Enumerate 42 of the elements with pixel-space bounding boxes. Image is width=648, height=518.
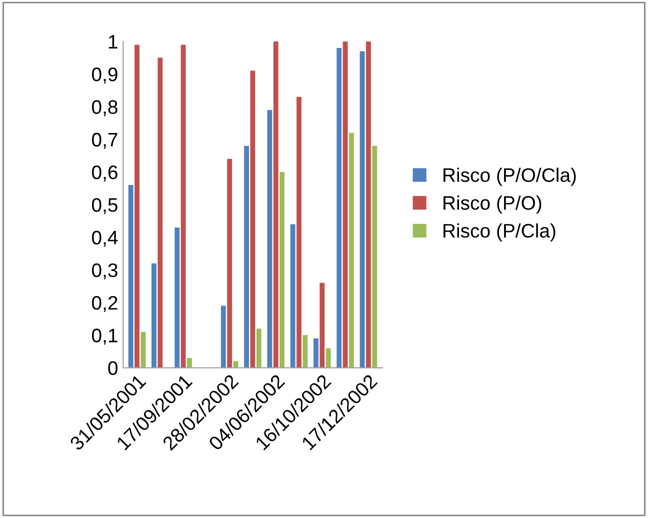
bar: [227, 158, 232, 368]
bar: [186, 358, 192, 368]
text: 0,6: [92, 165, 118, 182]
legend-label: Risco (P/Cla): [444, 223, 556, 242]
bar: [140, 332, 146, 368]
text: 0,2: [92, 296, 118, 312]
bar: [366, 41, 371, 368]
bar: [250, 70, 256, 368]
y-tick-label: 1: [108, 35, 118, 48]
bar: [326, 348, 331, 368]
text: 0,3: [92, 263, 118, 280]
text: 0,7: [92, 132, 118, 149]
bar: [128, 185, 134, 368]
bar: [267, 110, 272, 368]
bar: [348, 132, 354, 368]
bar: [296, 96, 302, 368]
bar: [273, 41, 278, 368]
legend-label: Risco (P/O/Cla): [444, 168, 576, 186]
bar: [314, 338, 318, 368]
bar: [152, 263, 156, 368]
bar: [290, 224, 296, 368]
bar: [134, 44, 140, 368]
y-tick-label: 0: [108, 361, 118, 376]
bar: [180, 44, 186, 368]
text: 0,1: [92, 328, 118, 345]
bar: [342, 41, 348, 368]
bar: [372, 146, 378, 368]
bar: [336, 48, 342, 368]
bar: [256, 328, 262, 368]
bar: [280, 172, 285, 368]
bar: [174, 227, 180, 368]
text: 0,4: [92, 230, 118, 247]
text: 0,8: [92, 100, 118, 116]
legend-label: Risco (P/O): [444, 196, 542, 214]
bar: [360, 51, 365, 368]
text: 0,9: [92, 68, 118, 84]
text: 0,5: [92, 198, 118, 214]
bar: [220, 306, 226, 368]
bar: [320, 282, 325, 368]
bar: [302, 335, 308, 368]
bar: [158, 58, 163, 368]
bar: [244, 146, 250, 368]
